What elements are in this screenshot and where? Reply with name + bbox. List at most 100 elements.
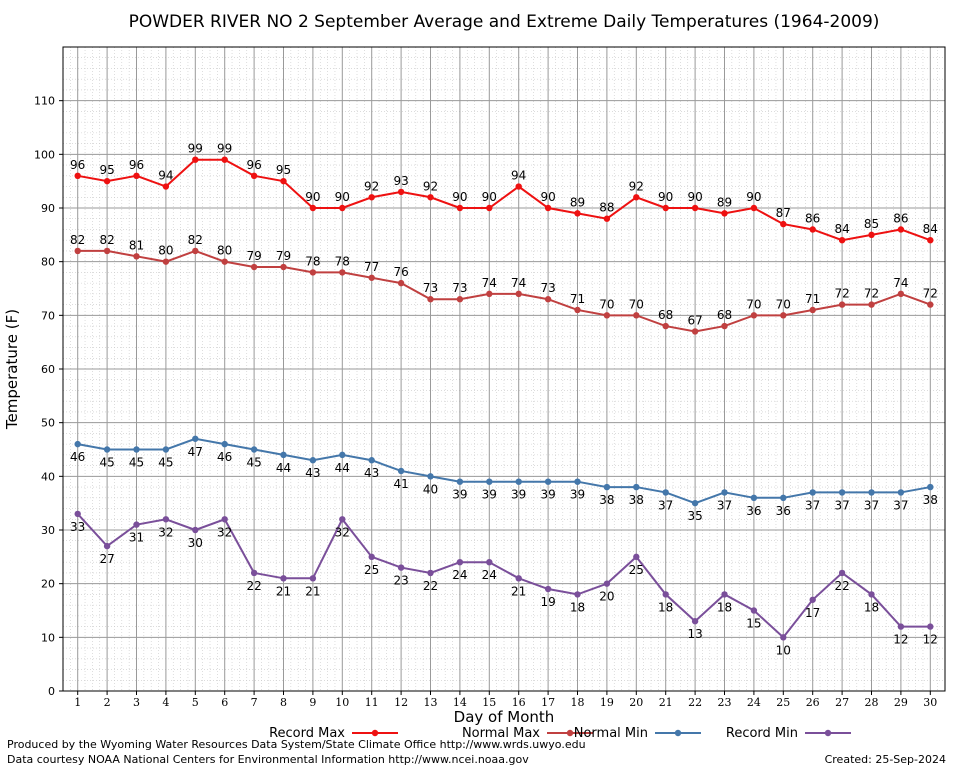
data-label: 39 — [452, 488, 467, 502]
data-point — [897, 623, 905, 630]
data-label: 74 — [482, 276, 497, 290]
data-label: 90 — [305, 190, 320, 204]
data-point — [662, 591, 669, 598]
x-tick-label: 26 — [806, 696, 820, 709]
data-label: 84 — [834, 222, 849, 236]
legend-label: Normal Max — [462, 726, 540, 741]
chart-title: POWDER RIVER NO 2 September Average and … — [129, 12, 880, 32]
data-point — [691, 204, 699, 212]
data-label: 32 — [335, 525, 350, 539]
data-label: 78 — [305, 254, 320, 268]
data-label: 79 — [246, 249, 261, 263]
x-tick-label: 13 — [424, 696, 438, 709]
data-point — [927, 301, 934, 308]
data-label: 72 — [923, 287, 938, 301]
data-point — [927, 483, 934, 491]
data-point — [809, 489, 816, 496]
data-label: 72 — [864, 287, 879, 301]
series-line — [76, 513, 931, 639]
data-point — [515, 478, 522, 485]
data-point — [250, 172, 258, 179]
data-point — [103, 247, 111, 255]
data-label: 12 — [923, 633, 938, 647]
data-label: 39 — [482, 488, 497, 502]
data-point — [780, 634, 787, 641]
data-point — [221, 156, 228, 163]
series-layer: 96 95 96 94 99 99 96 95 90 90 92 93 92 90 90 94 90 89 88 92… — [70, 142, 938, 658]
data-point — [368, 553, 375, 561]
data-label: 38 — [629, 493, 644, 507]
data-label: 93 — [393, 174, 408, 188]
data-label: 19 — [540, 595, 555, 609]
x-tick-label: 1 — [74, 696, 81, 709]
data-label: 94 — [158, 169, 173, 183]
data-point — [544, 296, 552, 303]
data-point — [868, 591, 875, 598]
legend-marker — [824, 729, 832, 737]
data-label: 24 — [482, 568, 497, 582]
x-tick-label: 21 — [659, 696, 673, 709]
data-label: 24 — [452, 568, 467, 582]
data-point — [309, 457, 317, 464]
data-label: 17 — [805, 606, 820, 620]
data-label: 92 — [364, 179, 379, 193]
x-tick-label: 5 — [192, 696, 199, 709]
data-point — [280, 451, 287, 459]
y-tick-label: 20 — [41, 578, 55, 591]
data-point — [750, 494, 758, 501]
x-tick-label: 7 — [251, 696, 258, 709]
x-tick-label: 14 — [453, 696, 467, 709]
data-point — [780, 312, 787, 319]
data-point — [662, 489, 669, 496]
data-point — [691, 499, 699, 507]
y-tick-label: 110 — [34, 95, 55, 108]
data-point — [574, 478, 581, 485]
data-point — [721, 489, 728, 496]
data-label: 99 — [188, 142, 203, 156]
data-label: 74 — [511, 276, 526, 290]
x-tick-label: 20 — [629, 696, 643, 709]
data-point — [662, 204, 669, 212]
x-tick-label: 8 — [280, 696, 287, 709]
data-label: 31 — [129, 531, 144, 545]
data-point — [221, 440, 228, 448]
data-label: 46 — [70, 450, 85, 464]
data-point — [544, 204, 552, 212]
data-label: 73 — [423, 281, 438, 295]
data-point — [868, 489, 875, 496]
data-label: 96 — [129, 158, 144, 172]
data-point — [750, 607, 758, 614]
x-axis-label: Day of Month — [454, 708, 555, 726]
data-point — [309, 269, 317, 276]
data-label: 25 — [364, 563, 379, 577]
x-tick-label: 23 — [718, 696, 732, 709]
data-point — [339, 451, 346, 459]
data-label: 80 — [158, 244, 173, 258]
data-label: 81 — [129, 238, 144, 252]
data-label: 23 — [393, 574, 408, 588]
data-point — [897, 226, 905, 233]
data-point — [456, 478, 464, 485]
legend-marker — [371, 729, 379, 737]
data-label: 37 — [658, 498, 673, 512]
data-label: 68 — [658, 308, 673, 322]
legend-label: Record Max — [269, 726, 345, 741]
data-label: 45 — [246, 456, 261, 470]
data-label: 37 — [717, 498, 732, 512]
footer-produced-by: Produced by the Wyoming Water Resources … — [7, 738, 586, 751]
data-point — [397, 467, 405, 475]
data-point — [456, 204, 464, 212]
data-label: 70 — [629, 297, 644, 311]
data-point — [250, 446, 258, 453]
data-label: 37 — [805, 498, 820, 512]
data-point — [927, 237, 934, 244]
data-point — [397, 279, 405, 287]
data-point — [603, 483, 611, 491]
data-label: 22 — [246, 579, 261, 593]
data-label: 74 — [893, 276, 908, 290]
data-label: 77 — [364, 260, 379, 274]
data-point — [750, 204, 758, 212]
data-label: 82 — [99, 233, 114, 247]
data-point — [162, 446, 170, 453]
data-label: 70 — [599, 297, 614, 311]
